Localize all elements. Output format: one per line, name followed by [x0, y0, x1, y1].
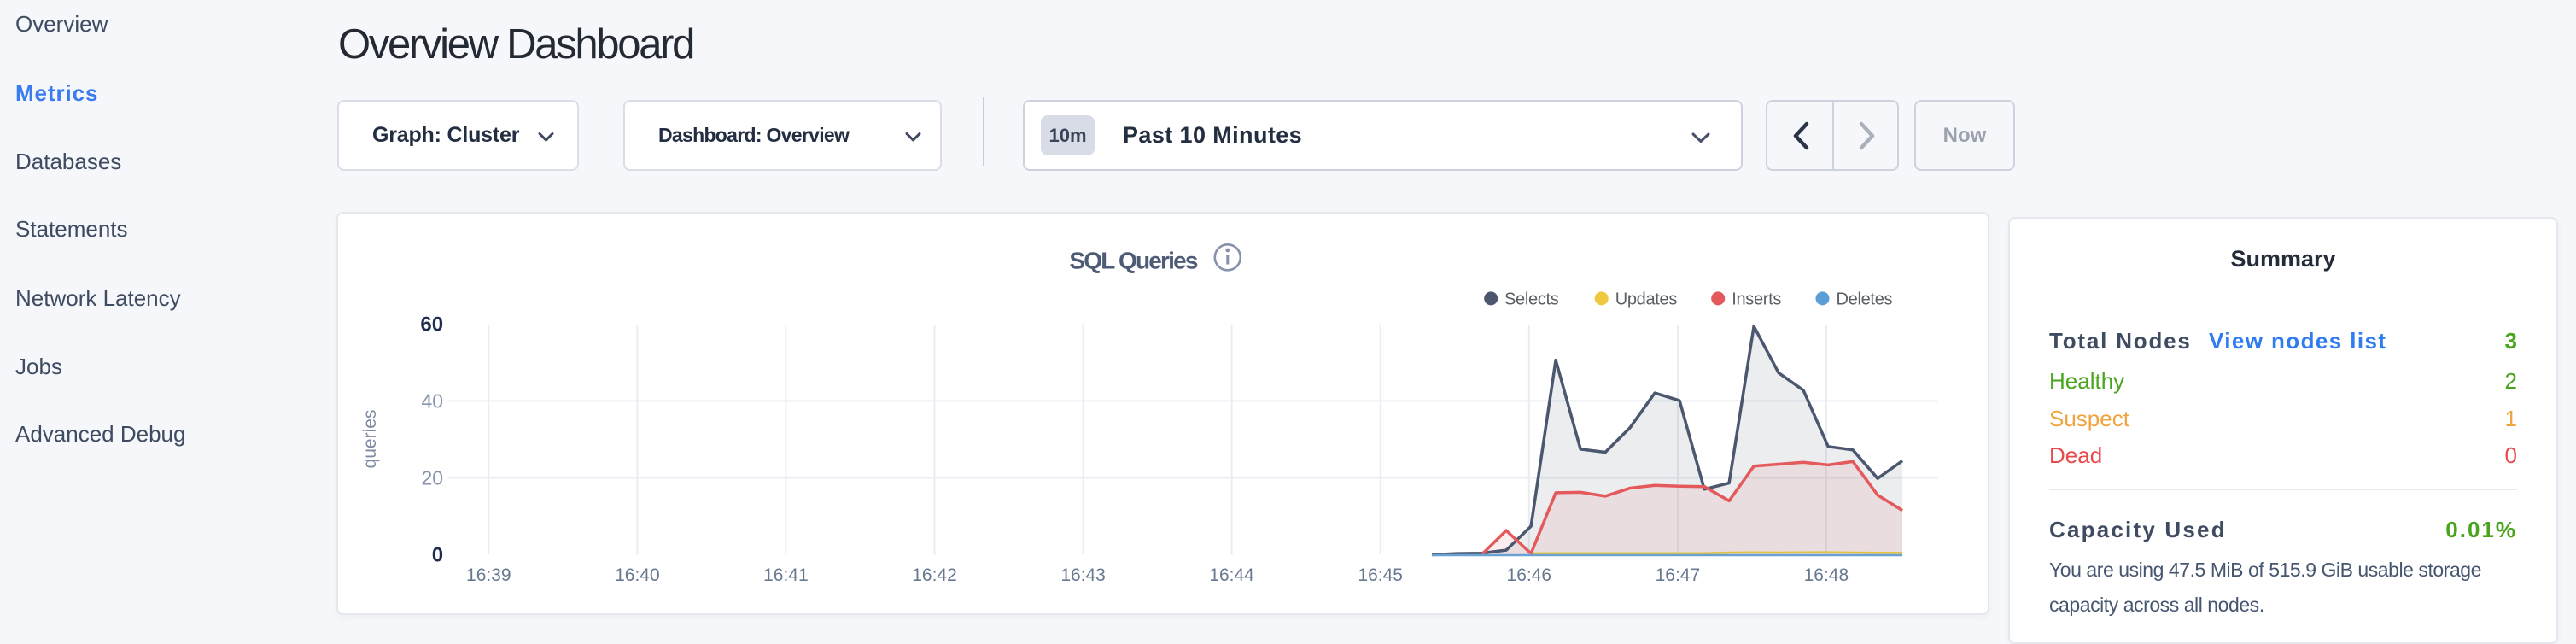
svg-text:16:45: 16:45 — [1358, 565, 1403, 585]
svg-text:16:48: 16:48 — [1803, 565, 1849, 585]
svg-text:Selects: Selects — [1504, 290, 1559, 309]
svg-text:Deletes: Deletes — [1836, 290, 1892, 309]
svg-text:16:44: 16:44 — [1209, 565, 1254, 585]
svg-text:16:41: 16:41 — [763, 565, 809, 585]
svg-text:0: 0 — [431, 543, 442, 566]
svg-text:40: 40 — [421, 389, 443, 412]
svg-text:20: 20 — [421, 466, 443, 489]
svg-text:16:43: 16:43 — [1060, 565, 1106, 585]
svg-text:60: 60 — [420, 313, 443, 337]
svg-text:Inserts: Inserts — [1732, 290, 1781, 309]
svg-text:16:46: 16:46 — [1506, 565, 1551, 585]
svg-text:SQL Queries: SQL Queries — [1069, 248, 1198, 274]
svg-text:16:39: 16:39 — [466, 565, 511, 585]
svg-text:16:47: 16:47 — [1655, 565, 1700, 585]
svg-text:16:42: 16:42 — [912, 565, 957, 585]
svg-text:16:40: 16:40 — [615, 565, 660, 585]
svg-text:Updates: Updates — [1615, 290, 1677, 309]
svg-text:queries: queries — [360, 410, 380, 469]
